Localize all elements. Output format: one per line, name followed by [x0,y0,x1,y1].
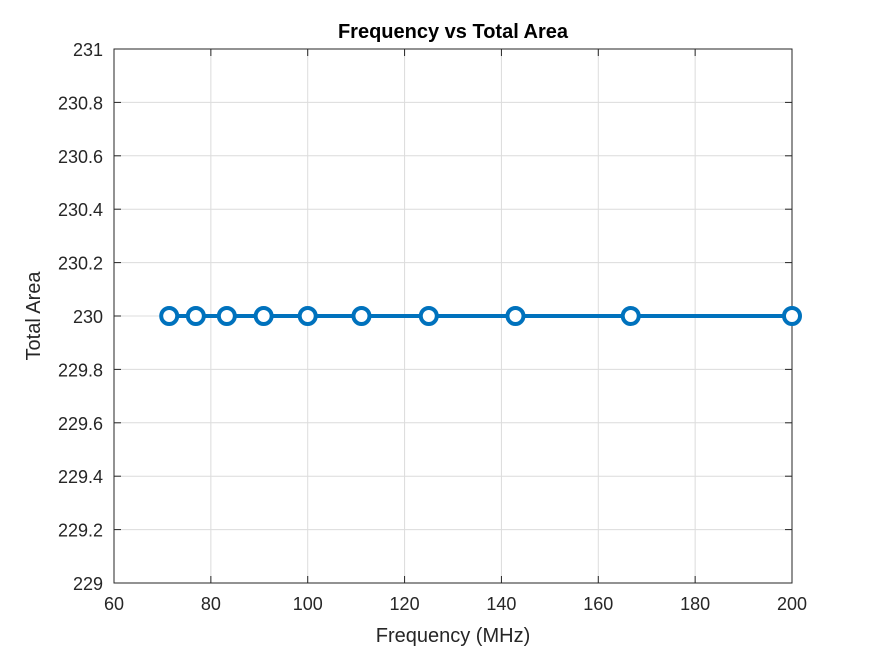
data-point-marker [620,306,641,326]
y-tick-label: 229.8 [58,360,103,380]
data-point-marker [185,306,206,326]
data-point-marker [216,306,237,326]
y-tick-label: 229.4 [58,467,103,487]
x-tick-label: 160 [583,594,613,614]
y-tick-label: 229 [73,574,103,594]
x-tick-label: 60 [104,594,124,614]
x-tick-label: 80 [201,594,221,614]
y-tick-label: 231 [73,40,103,60]
y-tick-label: 230.4 [58,200,103,220]
x-tick-label: 120 [390,594,420,614]
data-point-marker [505,306,526,326]
data-point-marker [253,306,274,326]
x-tick-label: 200 [777,594,807,614]
y-tick-label: 230.8 [58,93,103,113]
data-point-marker [297,306,318,326]
y-tick-label: 230.6 [58,147,103,167]
chart-title: Frequency vs Total Area [338,21,569,43]
data-point-marker [159,306,180,326]
data-point-marker [418,306,439,326]
y-tick-label: 230 [73,307,103,327]
y-axis-label: Total Area [23,271,45,361]
y-tick-label: 229.2 [58,521,103,541]
x-tick-label: 140 [486,594,516,614]
series-layer [159,306,802,326]
y-tick-label: 229.6 [58,414,103,434]
data-point-marker [351,306,372,326]
axis-ticks: 60 80 100 120 140 160 180 200 229 229.2 229.4 229.6… [58,40,807,614]
data-point-marker [782,306,802,326]
x-tick-label: 100 [293,594,323,614]
x-axis-label: Frequency (MHz) [376,625,530,647]
x-tick-label: 180 [680,594,710,614]
y-tick-label: 230.2 [58,254,103,274]
